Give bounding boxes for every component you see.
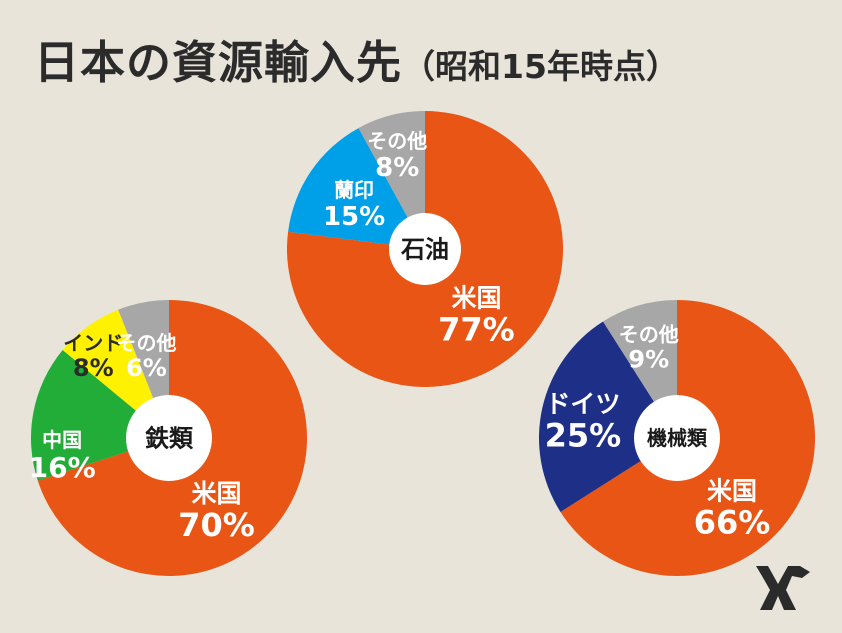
- slice-value-oil-1: 15%: [323, 202, 385, 232]
- slice-label-iron-0: 米国: [191, 479, 241, 508]
- slice-label-machinery-1: ドイツ: [545, 389, 620, 418]
- slice-value-iron-2: 8%: [73, 354, 114, 382]
- pie-title-iron: 鉄類: [145, 425, 194, 453]
- page-title: 日本の資源輸入先（昭和15年時点）: [34, 26, 679, 91]
- slice-label-machinery-2: その他: [619, 323, 679, 347]
- pie-title-machinery: 機械類: [647, 426, 708, 450]
- slice-value-iron-0: 70%: [178, 506, 255, 544]
- slice-label-machinery-0: 米国: [707, 477, 757, 506]
- pie-center-iron: [126, 395, 212, 481]
- slice-label-iron-1: 中国: [42, 428, 82, 452]
- slice-label-oil-1: 蘭印: [334, 178, 374, 202]
- page-title-sub: （昭和15年時点）: [402, 47, 679, 86]
- pie-center-machinery: [634, 395, 720, 481]
- slice-label-oil-2: その他: [367, 129, 427, 153]
- slice-value-iron-3: 6%: [126, 354, 167, 382]
- pie-center-oil: [389, 213, 461, 285]
- slice-label-iron-2: インド: [63, 331, 123, 355]
- slice-value-oil-0: 77%: [438, 310, 515, 348]
- slice-label-oil-0: 米国: [451, 283, 501, 312]
- slice-label-iron-3: その他: [116, 331, 176, 355]
- slice-value-machinery-2: 9%: [628, 346, 669, 374]
- pie-title-oil: 石油: [400, 236, 449, 264]
- slice-value-machinery-1: 25%: [545, 416, 622, 454]
- slice-value-oil-2: 8%: [375, 153, 419, 183]
- pie-slice-oil-2: [358, 111, 425, 249]
- logo-mark: [756, 566, 810, 610]
- pie-slice-oil-1: [288, 128, 425, 249]
- slice-value-iron-1: 16%: [29, 451, 96, 484]
- page-title-main: 日本の資源輸入先: [34, 36, 403, 89]
- slice-value-machinery-0: 66%: [694, 504, 771, 542]
- pie-slice-machinery-1: [539, 321, 677, 512]
